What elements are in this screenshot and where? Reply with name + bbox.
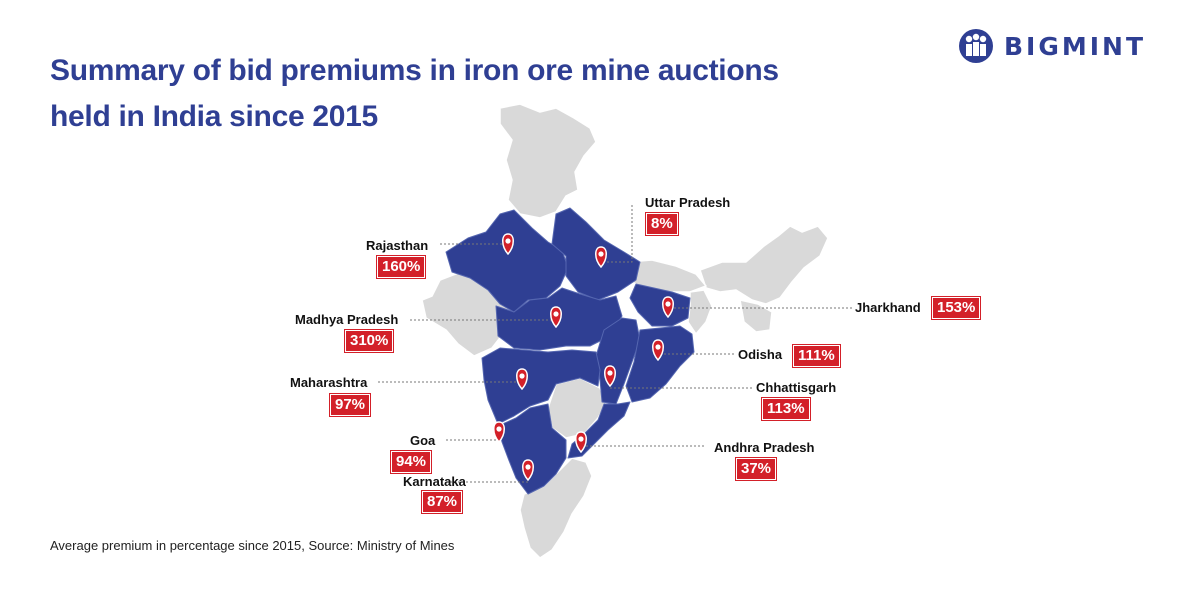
badge-goa: 94% bbox=[391, 451, 432, 473]
region-northeast-lower bbox=[739, 299, 773, 333]
pins bbox=[493, 233, 674, 482]
title-line-2: held in India since 2015 bbox=[50, 100, 378, 133]
pin-jharkhand bbox=[662, 296, 674, 319]
label-chhattisgarh: Chhattisgarh bbox=[756, 380, 837, 395]
source-footnote: Average premium in percentage since 2015… bbox=[50, 538, 455, 553]
badge-andhra-pradesh: 37% bbox=[736, 458, 777, 480]
region-northeast bbox=[699, 225, 829, 305]
land-base bbox=[421, 103, 829, 559]
pin-maharashtra bbox=[516, 368, 528, 391]
brand-name: BIGMINT bbox=[1004, 31, 1147, 61]
pin-odisha bbox=[652, 339, 664, 362]
label-karnataka: Karnataka bbox=[403, 474, 466, 489]
state-rajasthan bbox=[445, 209, 569, 313]
page-title: Summary of bid premiums in iron ore mine… bbox=[50, 48, 870, 140]
label-madhya-pradesh: Madhya Pradesh bbox=[295, 312, 399, 327]
leader-chhattisgarh bbox=[609, 380, 752, 389]
badge-chhattisgarh: 113% bbox=[762, 398, 810, 420]
pin-rajasthan bbox=[502, 233, 514, 256]
badge-odisha: 111% bbox=[793, 345, 840, 367]
label-maharashtra: Maharashtra bbox=[290, 375, 368, 390]
brand-logo-icon bbox=[959, 29, 993, 63]
label-rajasthan: Rajasthan bbox=[366, 238, 429, 253]
badge-madhya-pradesh: 310% bbox=[345, 330, 394, 352]
badge-maharashtra: 97% bbox=[330, 394, 371, 416]
badge-uttar-pradesh: 8% bbox=[646, 213, 678, 235]
state-karnataka bbox=[497, 403, 567, 495]
state-maharashtra bbox=[481, 347, 601, 425]
state-jharkhand bbox=[629, 283, 691, 327]
title-line-1: Summary of bid premiums in iron ore mine… bbox=[50, 54, 779, 87]
pin-goa bbox=[493, 421, 505, 444]
pin-madhya-pradesh bbox=[550, 306, 562, 329]
pin-andhra-pradesh bbox=[575, 431, 587, 454]
label-uttar-pradesh: Uttar Pradesh bbox=[645, 195, 731, 210]
region-south bbox=[519, 457, 593, 559]
badge-rajasthan: 160% bbox=[377, 256, 426, 278]
badge-karnataka: 87% bbox=[422, 491, 463, 513]
brand-logo: BIGMINT bbox=[958, 26, 1146, 66]
label-goa: Goa bbox=[410, 433, 436, 448]
label-odisha: Odisha bbox=[738, 347, 783, 362]
pin-chhattisgarh bbox=[604, 365, 616, 388]
label-andhra-pradesh: Andhra Pradesh bbox=[714, 440, 815, 455]
leader-lines bbox=[378, 205, 852, 483]
region-north bbox=[499, 103, 597, 219]
pin-uttar-pradesh bbox=[595, 246, 607, 269]
leader-uttar-pradesh bbox=[602, 205, 633, 263]
state-odisha bbox=[625, 325, 695, 403]
badge-jharkhand: 153% bbox=[932, 297, 981, 319]
region-westbengal bbox=[687, 289, 713, 335]
label-jharkhand: Jharkhand bbox=[855, 300, 921, 315]
pin-karnataka bbox=[522, 459, 534, 482]
